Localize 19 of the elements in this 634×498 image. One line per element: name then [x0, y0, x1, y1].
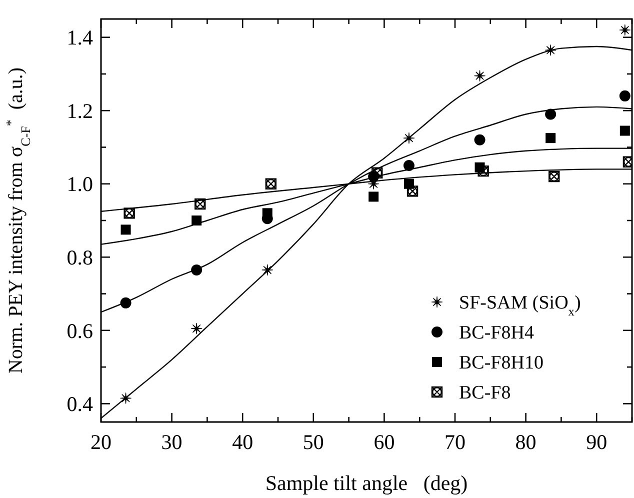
x-tick-label: 90 [586, 430, 608, 454]
legend-label: BC-F8 [459, 382, 511, 404]
legend-label: BC-F8H4 [459, 322, 534, 344]
y-tick-label: 1.2 [66, 98, 93, 123]
x-axis-title: Sample tilt angle (deg) [265, 471, 468, 495]
x-tick-label: 50 [302, 430, 324, 454]
y-tick-label: 0.4 [66, 392, 94, 416]
x-tick-label: 40 [232, 430, 254, 454]
x-tick-label: 60 [374, 430, 395, 454]
x-tick-label: 30 [161, 430, 182, 454]
y-tick-label: 0.8 [66, 245, 93, 270]
y-tick-label: 1.4 [66, 26, 94, 50]
legend-label: BC-F8H10 [459, 352, 544, 374]
y-tick-label: 1.0 [66, 172, 93, 196]
y-tick-label: 0.6 [66, 318, 93, 343]
x-tick-label: 70 [444, 430, 466, 454]
legend-label: SF-SAM (SiO$_{x}$) [459, 292, 581, 319]
x-tick-label: 20 [90, 430, 112, 454]
x-tick-label: 80 [515, 430, 536, 454]
